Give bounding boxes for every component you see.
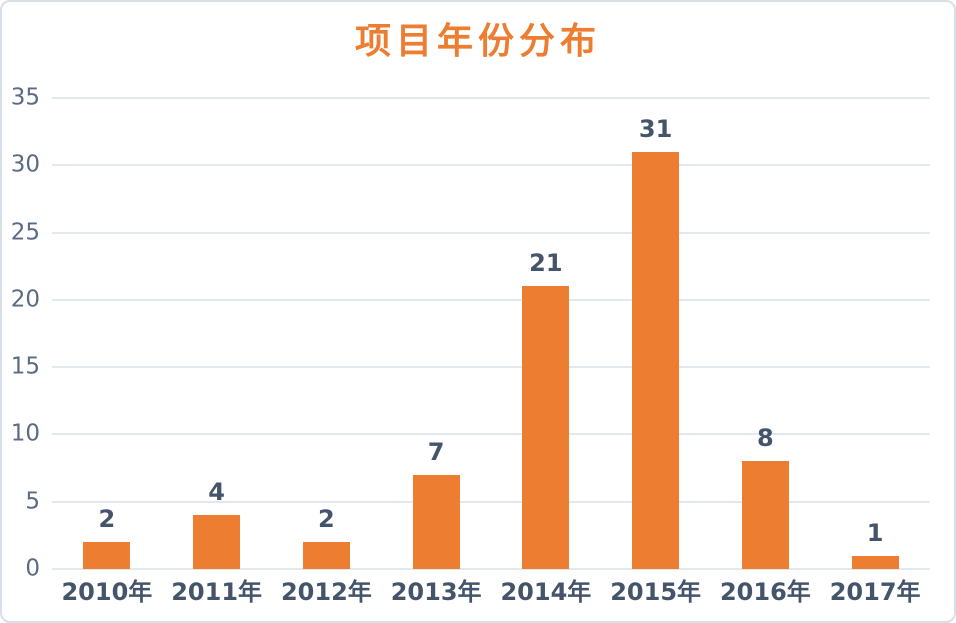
x-axis-tick-label: 2016年 bbox=[719, 578, 811, 606]
bar bbox=[193, 515, 241, 569]
bar bbox=[83, 542, 131, 569]
bar-column: 21 bbox=[491, 98, 601, 569]
bar bbox=[302, 542, 350, 569]
bar-column: 1 bbox=[820, 98, 930, 569]
bar-column: 8 bbox=[711, 98, 821, 569]
y-axis-tick-label: 5 bbox=[25, 488, 40, 515]
x-axis-tick-label: 2013年 bbox=[390, 578, 482, 606]
bar-column: 2 bbox=[52, 98, 162, 569]
bar bbox=[851, 555, 899, 569]
y-axis-tick-label: 35 bbox=[10, 84, 40, 111]
gridline bbox=[52, 97, 930, 99]
y-axis-tick-label: 20 bbox=[10, 286, 40, 313]
x-axis-tick-label: 2012年 bbox=[280, 578, 372, 606]
bar bbox=[522, 286, 570, 569]
gridline bbox=[52, 568, 930, 570]
gridline bbox=[52, 164, 930, 167]
bar-value-label: 21 bbox=[529, 249, 563, 278]
gridline bbox=[52, 433, 930, 436]
x-axis-tick-label: 2011年 bbox=[171, 578, 263, 606]
bar bbox=[741, 461, 789, 569]
bar-value-label: 1 bbox=[866, 518, 884, 547]
bar-column: 4 bbox=[162, 98, 272, 569]
gridline bbox=[52, 231, 930, 234]
x-axis-tick-label: 2017年 bbox=[829, 578, 921, 606]
y-axis-tick-label: 10 bbox=[10, 420, 40, 447]
y-axis-tick-label: 0 bbox=[25, 555, 40, 582]
y-axis-tick-label: 15 bbox=[10, 353, 40, 380]
plot-area: 0 5 10 15 20 25 30 35 2 4 2 7 21 31 8 1 bbox=[11, 86, 930, 580]
bar-value-label: 4 bbox=[208, 478, 225, 507]
bar-column: 31 bbox=[601, 98, 711, 569]
gridline bbox=[52, 298, 930, 301]
bar-value-label: 2 bbox=[98, 505, 116, 534]
chart-title: 项目年份分布 bbox=[354, 21, 601, 62]
bar-column: 2 bbox=[272, 98, 382, 569]
y-axis-tick-label: 25 bbox=[10, 219, 40, 246]
bar-value-label: 8 bbox=[757, 424, 774, 453]
gridline bbox=[52, 366, 930, 369]
y-axis-tick-label: 30 bbox=[10, 151, 40, 178]
bar-value-label: 31 bbox=[638, 114, 673, 143]
bar-series: 2 4 2 7 21 31 8 1 bbox=[52, 98, 930, 569]
bar-column: 7 bbox=[381, 98, 491, 569]
bar-value-label: 7 bbox=[427, 437, 445, 466]
x-axis-tick-label: 2010年 bbox=[61, 578, 153, 606]
bar bbox=[412, 474, 460, 569]
x-axis-labels: 2010年 2011年 2012年 2013年 2014年 2015年 2016年 2017年 bbox=[52, 578, 930, 607]
x-axis-tick-label: 2014年 bbox=[500, 578, 592, 606]
x-axis-tick-label: 2015年 bbox=[610, 578, 702, 606]
bar bbox=[632, 151, 680, 569]
bar-value-label: 2 bbox=[318, 505, 335, 534]
gridline bbox=[52, 500, 930, 503]
